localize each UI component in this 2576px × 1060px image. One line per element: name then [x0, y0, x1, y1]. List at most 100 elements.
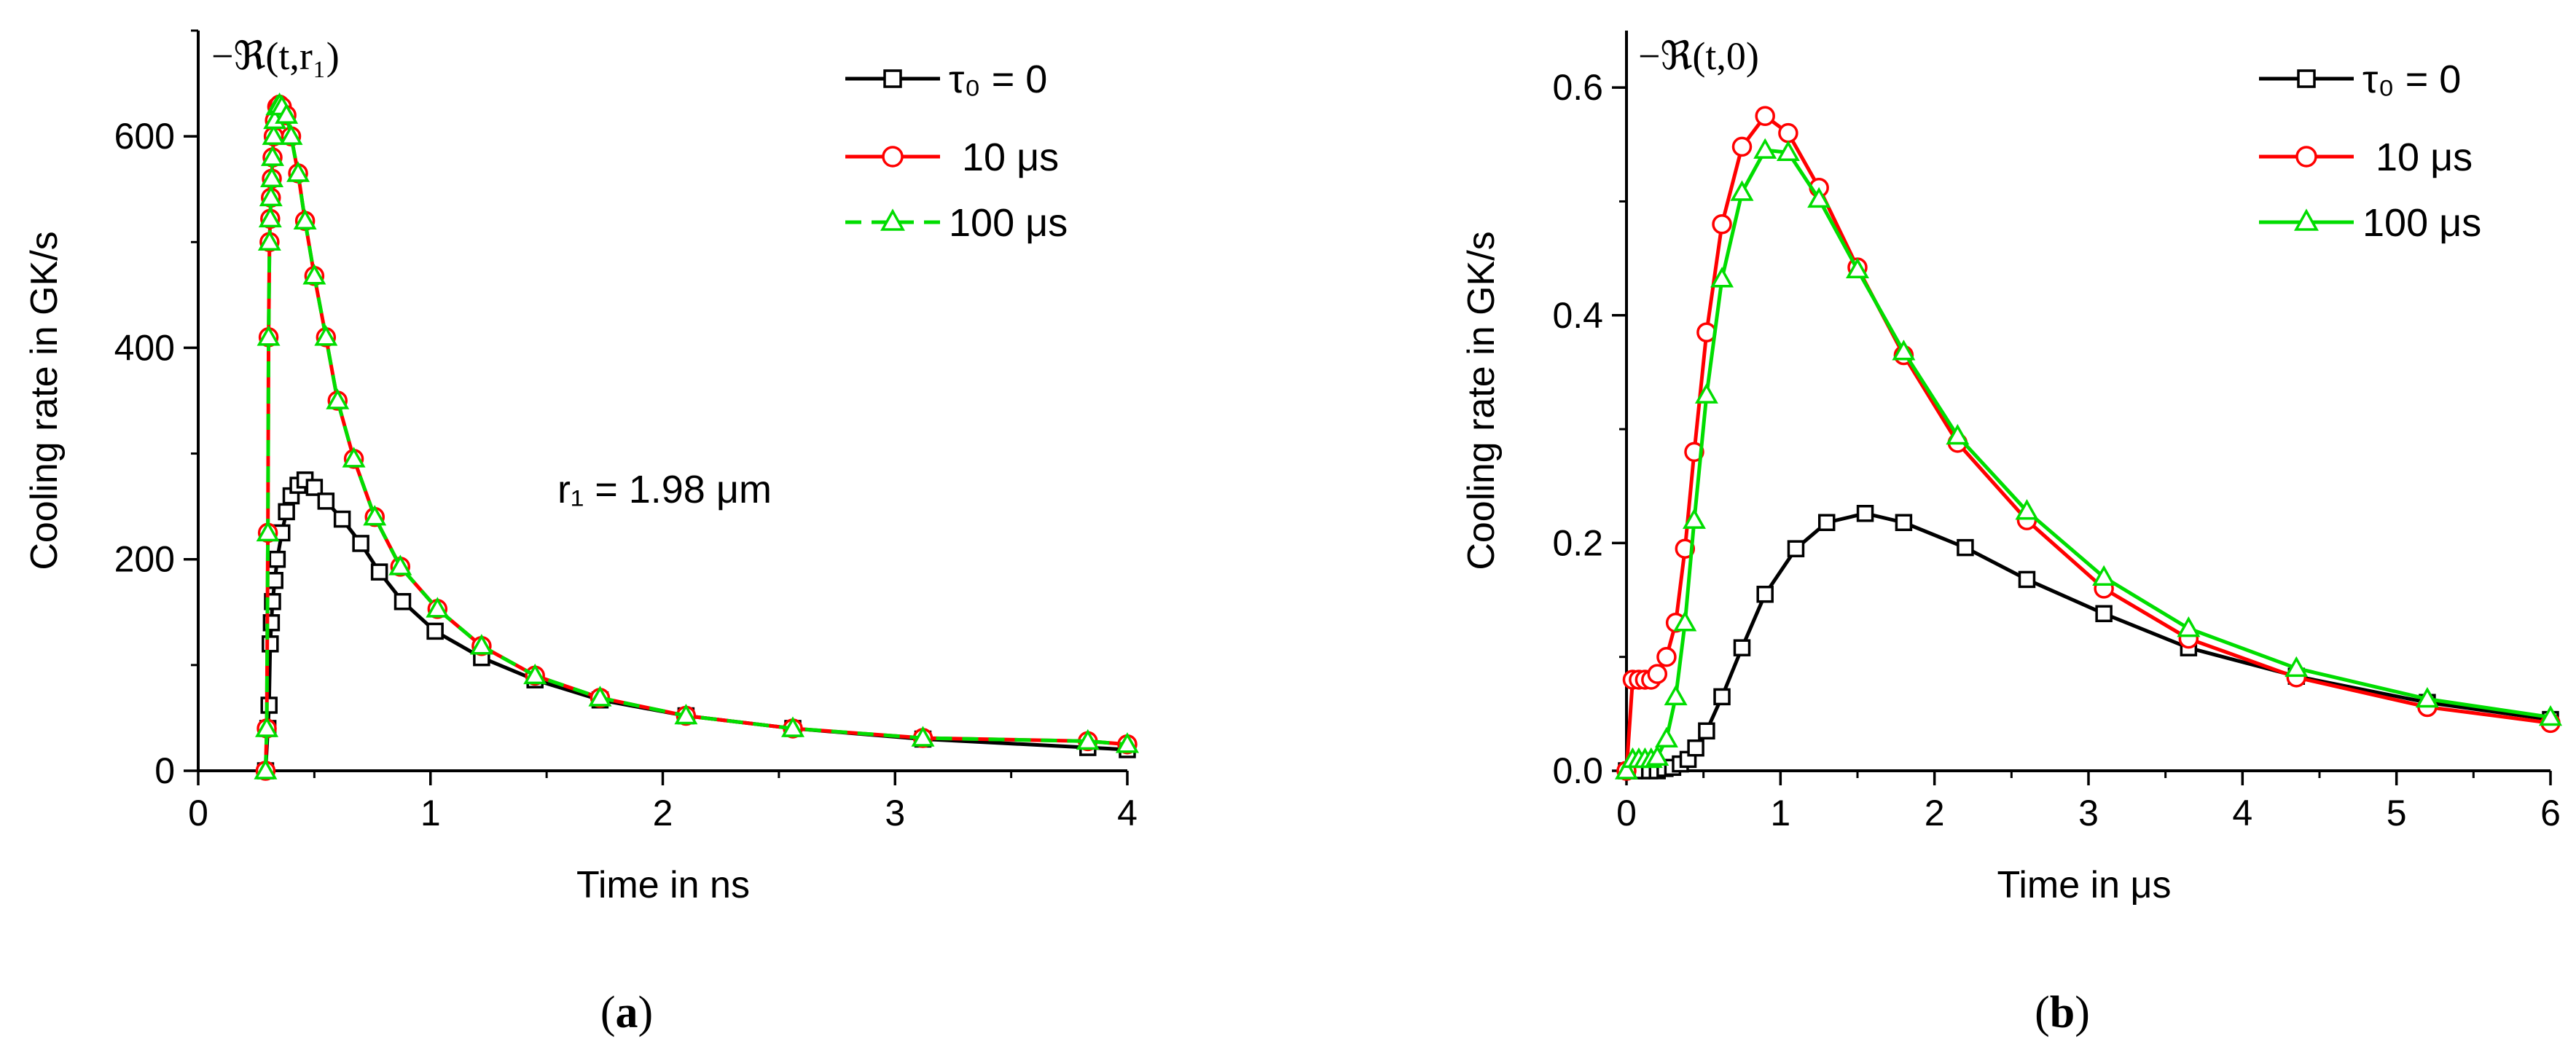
y-axis-title-a: Cooling rate in GK/s [23, 231, 66, 570]
data-point [266, 571, 283, 589]
y-tick-label: 0.6 [1552, 67, 1603, 108]
data-point [342, 447, 366, 468]
data-point [370, 563, 388, 581]
panel-label-b: (b) [2035, 988, 2090, 1037]
data-point [1656, 646, 1677, 667]
legend-label-tau0-a: τ₀ = 0 [949, 58, 1047, 101]
legend-label-tau0-b: τ₀ = 0 [2362, 58, 2461, 101]
data-point [1755, 106, 1775, 126]
data-point [2415, 686, 2439, 708]
data-point [363, 505, 387, 526]
series-line [263, 478, 1128, 772]
data-point [781, 716, 804, 737]
data-point [1647, 664, 1668, 684]
data-point [1753, 138, 1777, 159]
legend-entry: 10 μs [845, 136, 1059, 179]
data-point [258, 206, 282, 228]
x-tick-label: 3 [2078, 793, 2099, 833]
x-tick-label: 0 [1616, 793, 1637, 833]
data-point [278, 503, 295, 521]
data-point [286, 161, 310, 182]
y-tick-label: 0.2 [1552, 522, 1603, 563]
ticks-b: 0 1 2 3 4 5 6 0.0 0.2 0.4 0.6 [1552, 67, 2560, 833]
data-point [1698, 722, 1715, 740]
data-point [1778, 122, 1798, 144]
legend-entry: 100 μs [845, 201, 1068, 245]
data-point [1730, 180, 1754, 201]
x-axis-title-a: Time in ns [576, 864, 750, 906]
legend-marker-square-icon [883, 69, 902, 88]
legend-marker-square-icon [2297, 69, 2316, 88]
legend-marker-triangle-icon [2294, 208, 2319, 231]
data-point [259, 185, 283, 207]
series-0 [257, 471, 1136, 780]
data-point [305, 479, 324, 496]
corner-label-a: −ℜ(t,r₁) [211, 34, 340, 78]
panel-label-b-letter: b [2050, 988, 2075, 1037]
y-tick-label: 0 [154, 750, 175, 791]
x-axis-title-b: Time in μs [1997, 864, 2172, 906]
data-point [317, 492, 335, 510]
legend-entry: 100 μs [2259, 201, 2481, 245]
data-point [469, 634, 493, 655]
legend-a: τ₀ = 0 10 μs 100 μs [845, 58, 1068, 245]
data-point [1687, 739, 1704, 757]
data-point [1713, 688, 1731, 706]
data-point [588, 686, 612, 707]
data-point [1787, 540, 1805, 557]
data-point [1645, 745, 1669, 766]
x-tick-label: 4 [1117, 793, 1138, 833]
data-point [1946, 423, 1970, 445]
data-point [1733, 639, 1751, 656]
series-0 [1618, 504, 2559, 780]
data-point [1684, 441, 1704, 463]
legend-entry: 10 μs [2259, 136, 2473, 179]
data-point [2092, 565, 2116, 586]
data-point [1615, 758, 1638, 780]
data-point [1076, 729, 1100, 750]
data-point [2015, 499, 2039, 520]
x-tick-label: 6 [2540, 793, 2561, 833]
data-point [1710, 267, 1734, 288]
y-tick-label: 0.0 [1552, 750, 1603, 791]
data-point [255, 716, 279, 737]
data-point [1694, 382, 1718, 404]
legend-label-10us-a: 10 μs [962, 136, 1059, 179]
series-line [1626, 511, 2551, 773]
data-point [911, 726, 935, 747]
data-point [1807, 187, 1831, 208]
data-point [1675, 538, 1696, 559]
x-tick-label: 4 [2232, 793, 2252, 833]
corner-label-b: −ℜ(t,0) [1638, 34, 1759, 78]
y-tick-label: 0.4 [1552, 295, 1603, 336]
data-point [1673, 611, 1697, 632]
data-point [523, 663, 547, 685]
data-point [261, 145, 284, 166]
data-point [257, 229, 281, 251]
data-point [1856, 504, 1874, 522]
data-point [262, 124, 286, 145]
x-tick-label: 1 [1770, 793, 1790, 833]
data-point [1957, 538, 1974, 557]
annotation-r1: r₁ = 1.98 μm [557, 468, 772, 511]
data-point [275, 103, 299, 124]
data-point [2177, 616, 2201, 637]
panel-label-a-letter: a [616, 988, 638, 1037]
data-point [268, 550, 286, 568]
panel-label-a: (a) [600, 988, 653, 1037]
legend-marker-circle-icon [882, 146, 904, 168]
x-tick-label: 2 [1925, 793, 1945, 833]
data-point [1712, 213, 1732, 235]
data-point [260, 166, 284, 187]
data-point [1776, 140, 1800, 161]
data-point [1682, 508, 1706, 529]
data-point [1895, 514, 1913, 531]
plot-area-a: 0 1 2 3 4 0 200 400 600 [114, 29, 1139, 833]
plot-area-b: 0 1 2 3 4 5 6 0.0 0.2 0.4 0.6 [1552, 31, 2562, 833]
y-tick-label: 400 [114, 327, 175, 368]
y-tick-label: 600 [114, 116, 175, 157]
series-2 [254, 93, 1139, 780]
x-tick-label: 0 [188, 793, 208, 833]
data-point [2539, 704, 2562, 726]
series-2 [1615, 138, 2562, 780]
